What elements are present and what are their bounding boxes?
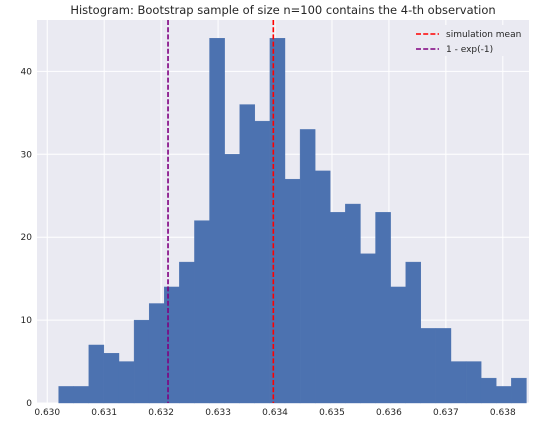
histogram-bar [465, 361, 482, 404]
y-tick-label: 40 [21, 67, 33, 77]
x-tick-label: 0.638 [490, 408, 516, 418]
axis-tick-labels: 0.630 0.631 0.632 0.633 0.634 0.635 0.636 0.637… [21, 67, 516, 418]
histogram-bar [254, 120, 271, 404]
y-tick-label: 10 [21, 316, 33, 326]
histogram-bar [314, 170, 331, 404]
y-tick-label: 0 [26, 399, 32, 409]
histogram-bar [194, 220, 210, 404]
chart-title: Histogram: Bootstrap sample of size n=10… [70, 3, 495, 17]
histogram-bar [103, 353, 120, 404]
histogram-bar [450, 361, 467, 404]
histogram-bar [360, 253, 376, 404]
histogram-bar [224, 154, 240, 404]
histogram-bar [88, 344, 105, 404]
legend-label-one-minus-exp: 1 - exp(-1) [446, 45, 493, 55]
histogram-bar [148, 303, 165, 404]
y-tick-label: 30 [21, 150, 33, 160]
histogram-bar [390, 286, 406, 404]
histogram-bar [284, 178, 301, 404]
histogram-bars [58, 38, 527, 404]
legend-label-simulation-mean: simulation mean [446, 30, 521, 40]
histogram-bar [239, 104, 256, 404]
histogram-bar [58, 386, 74, 404]
legend: simulation mean 1 - exp(-1) [407, 25, 525, 56]
x-tick-label: 0.637 [433, 408, 459, 418]
reference-lines [167, 20, 275, 403]
histogram-bar [299, 129, 316, 404]
histogram-bar [480, 377, 497, 404]
histogram-bar [118, 361, 135, 404]
histogram-bar [73, 386, 90, 404]
histogram-bar [269, 38, 286, 404]
x-tick-label: 0.631 [91, 408, 117, 418]
histogram-bar [209, 38, 225, 404]
x-tick-label: 0.635 [319, 408, 345, 418]
histogram-bar [511, 377, 527, 404]
histogram-bar [435, 328, 452, 404]
histogram-bar [164, 286, 180, 404]
x-tick-label: 0.632 [148, 408, 174, 418]
histogram-bar [405, 261, 422, 404]
histogram-bar [420, 328, 437, 404]
histogram-bar [133, 319, 150, 404]
histogram-bar [345, 203, 361, 404]
y-tick-label: 20 [21, 233, 33, 243]
histogram-bar [179, 261, 195, 404]
histogram-bar [496, 386, 512, 404]
x-tick-label: 0.636 [376, 408, 402, 418]
x-tick-label: 0.630 [34, 408, 60, 418]
histogram-bar [375, 212, 391, 404]
x-tick-label: 0.633 [205, 408, 231, 418]
x-tick-label: 0.634 [262, 408, 288, 418]
histogram-bar [330, 212, 346, 404]
legend-box [407, 25, 525, 56]
